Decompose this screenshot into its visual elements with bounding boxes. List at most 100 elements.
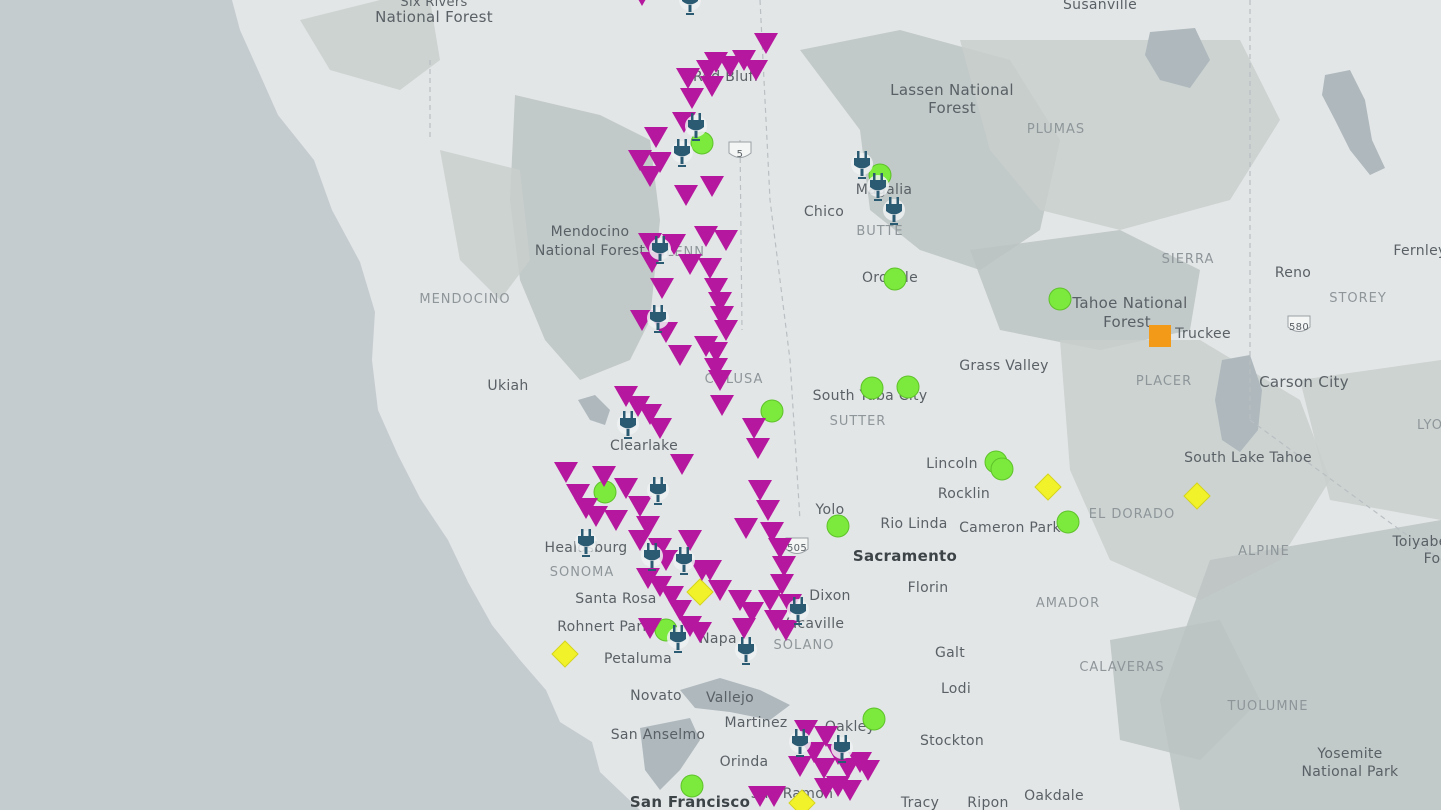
triangle-down-icon[interactable] [708,580,732,601]
triangle-down-icon[interactable] [626,396,650,417]
triangle-down-icon[interactable] [710,306,734,327]
triangle-down-icon[interactable] [554,462,578,483]
triangle-down-icon[interactable] [794,720,818,741]
ev-plug-icon[interactable] [671,139,693,167]
triangle-down-icon[interactable] [700,76,724,97]
green-circle-icon[interactable] [1056,510,1080,534]
triangle-down-icon[interactable] [734,518,758,539]
triangle-down-icon[interactable] [694,226,718,247]
triangle-down-icon[interactable] [584,506,608,527]
triangle-down-icon[interactable] [708,370,732,391]
triangle-down-icon[interactable] [704,278,728,299]
triangle-down-icon[interactable] [814,726,838,747]
ev-plug-icon[interactable] [679,0,701,15]
triangle-down-icon[interactable] [566,484,590,505]
triangle-down-icon[interactable] [636,568,660,589]
triangle-down-icon[interactable] [708,292,732,313]
triangle-down-icon[interactable] [648,152,672,173]
triangle-down-icon[interactable] [788,756,812,777]
orange-square-icon[interactable] [1149,325,1171,347]
triangle-down-icon[interactable] [614,386,638,407]
triangle-down-icon[interactable] [668,345,692,366]
ev-plug-icon[interactable] [851,151,873,179]
triangle-down-icon[interactable] [710,395,734,416]
triangle-down-icon[interactable] [704,342,728,363]
triangle-down-icon[interactable] [732,50,756,71]
ev-plug-icon[interactable] [575,529,597,557]
ev-plug-icon[interactable] [685,113,707,141]
triangle-down-icon[interactable] [698,560,722,581]
ev-plug-icon[interactable] [867,173,889,201]
triangle-down-icon[interactable] [628,530,652,551]
green-circle-icon[interactable] [862,707,886,731]
yellow-diamond-icon[interactable] [1034,473,1062,501]
ev-plug-icon[interactable] [647,477,669,505]
ev-plug-icon[interactable] [647,305,669,333]
green-circle-icon[interactable] [826,514,850,538]
triangle-down-icon[interactable] [674,185,698,206]
ev-plug-icon[interactable] [667,625,689,653]
triangle-down-icon[interactable] [650,278,674,299]
ev-plug-icon[interactable] [641,543,663,571]
ev-plug-icon[interactable] [883,197,905,225]
triangle-down-icon[interactable] [648,576,672,597]
triangle-down-icon[interactable] [704,358,728,379]
triangle-down-icon[interactable] [768,538,792,559]
triangle-down-icon[interactable] [662,234,686,255]
yellow-diamond-icon[interactable] [1183,482,1211,510]
triangle-down-icon[interactable] [742,418,766,439]
triangle-down-icon[interactable] [760,522,784,543]
triangle-down-icon[interactable] [604,510,628,531]
triangle-down-icon[interactable] [696,60,720,81]
triangle-down-icon[interactable] [748,480,772,501]
triangle-down-icon[interactable] [814,778,838,799]
triangle-down-icon[interactable] [628,496,652,517]
ev-plug-icon[interactable] [673,547,695,575]
triangle-down-icon[interactable] [614,478,638,499]
yellow-diamond-icon[interactable] [788,789,816,810]
yellow-diamond-icon[interactable] [686,578,714,606]
triangle-down-icon[interactable] [758,590,782,611]
triangle-down-icon[interactable] [628,150,652,171]
triangle-down-icon[interactable] [638,618,662,639]
triangle-down-icon[interactable] [678,254,702,275]
triangle-down-icon[interactable] [668,600,692,621]
triangle-down-icon[interactable] [636,516,660,537]
triangle-down-icon[interactable] [728,590,752,611]
ev-plug-icon[interactable] [735,637,757,665]
green-circle-icon[interactable] [1048,287,1072,311]
triangle-down-icon[interactable] [680,88,704,109]
triangle-down-icon[interactable] [774,620,798,641]
yellow-diamond-icon[interactable] [551,640,579,668]
triangle-down-icon[interactable] [630,0,654,6]
ev-plug-icon[interactable] [787,597,809,625]
triangle-down-icon[interactable] [746,438,770,459]
ev-plug-icon[interactable] [649,236,671,264]
triangle-down-icon[interactable] [638,166,662,187]
triangle-down-icon[interactable] [678,530,702,551]
triangle-down-icon[interactable] [836,758,860,779]
triangle-down-icon[interactable] [714,230,738,251]
triangle-down-icon[interactable] [670,454,694,475]
triangle-down-icon[interactable] [700,176,724,197]
triangle-down-icon[interactable] [592,466,616,487]
triangle-down-icon[interactable] [676,68,700,89]
triangle-down-icon[interactable] [762,786,786,807]
green-circle-icon[interactable] [990,457,1014,481]
triangle-down-icon[interactable] [772,556,796,577]
triangle-down-icon[interactable] [856,760,880,781]
triangle-down-icon[interactable] [694,336,718,357]
triangle-down-icon[interactable] [754,33,778,54]
triangle-down-icon[interactable] [644,127,668,148]
triangle-down-icon[interactable] [714,320,738,341]
triangle-down-icon[interactable] [770,574,794,595]
green-circle-icon[interactable] [860,376,884,400]
triangle-down-icon[interactable] [740,602,764,623]
triangle-down-icon[interactable] [678,616,702,637]
green-circle-icon[interactable] [896,375,920,399]
triangle-down-icon[interactable] [732,618,756,639]
ev-plug-icon[interactable] [617,411,639,439]
ev-plug-icon[interactable] [789,729,811,757]
triangle-down-icon[interactable] [698,258,722,279]
